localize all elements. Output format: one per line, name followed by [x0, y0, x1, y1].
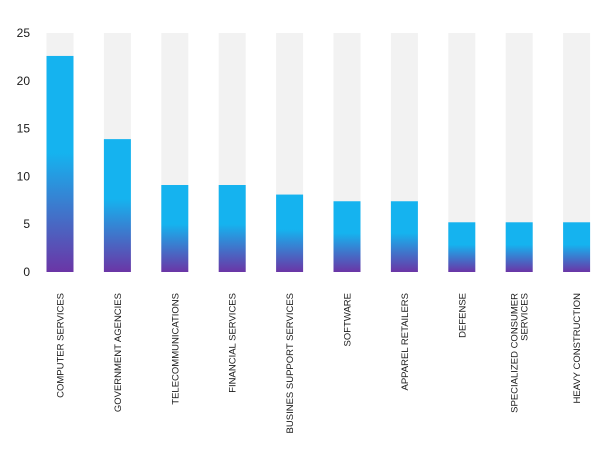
bar	[390, 201, 418, 272]
bar	[333, 201, 361, 272]
bar	[448, 222, 476, 272]
x-category-label: SOFTWARE	[343, 293, 354, 346]
y-tick-label: 25	[17, 26, 31, 40]
y-axis: 0 5 10 15 20 25	[17, 26, 31, 279]
x-category-label: TELECOMMUNICATIONS	[170, 293, 181, 405]
bar	[46, 55, 74, 272]
bar	[103, 139, 131, 272]
x-category-label: GOVERNMENT AGENCIES	[113, 293, 124, 412]
y-tick-label: 0	[23, 265, 30, 279]
x-axis-labels: COMPUTER SERVICES GOVERNMENT AGENCIES TELE…	[56, 293, 584, 434]
y-tick-label: 20	[17, 74, 31, 88]
bars	[46, 55, 591, 272]
x-category-label: BUSINES SUPPORT SERVICES	[285, 293, 296, 433]
bar	[563, 222, 591, 272]
bar	[505, 222, 533, 272]
bar	[276, 194, 304, 272]
x-category-label: FINANCIAL SERVICES	[228, 293, 239, 393]
x-category-label: APPAREL RETAILERS	[400, 293, 411, 391]
x-category-label: HEAVY CONSTRUCTION	[572, 293, 583, 404]
y-tick-label: 10	[17, 169, 31, 183]
bar	[161, 185, 189, 272]
bar	[218, 185, 246, 272]
x-category-label: COMPUTER SERVICES	[56, 293, 67, 398]
y-tick-label: 5	[23, 217, 30, 231]
x-category-label: SERVICES	[520, 293, 531, 341]
x-category-label: DEFENSE	[457, 293, 468, 338]
x-category-label: SPECIALIZED CONSUMER	[510, 293, 521, 413]
y-tick-label: 15	[17, 122, 31, 136]
